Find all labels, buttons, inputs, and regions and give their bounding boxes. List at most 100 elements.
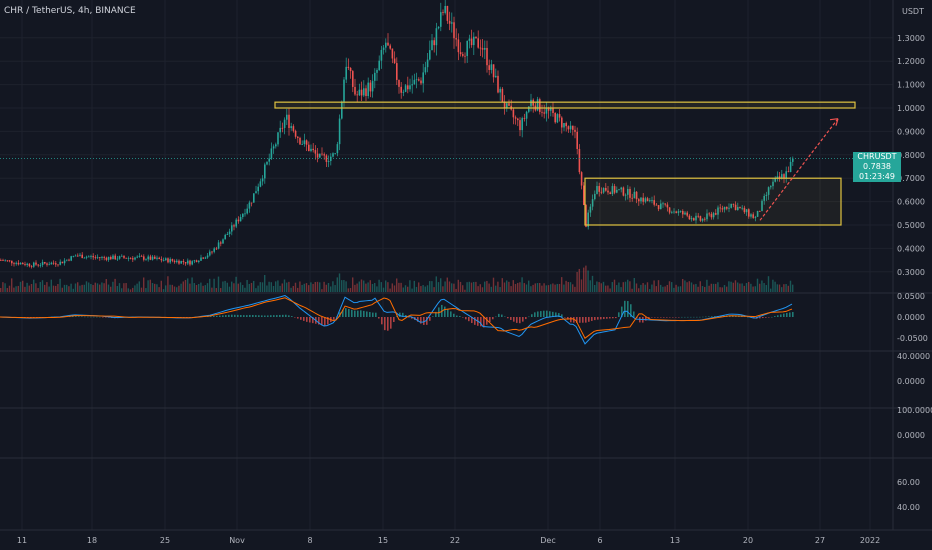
zone-boxes — [0, 101, 893, 226]
candle-body — [732, 203, 735, 205]
volume-bar — [336, 277, 338, 292]
macd-histogram-bar — [588, 317, 590, 322]
volume-bar — [743, 285, 745, 292]
symbol-title: CHR / TetherUS, 4h, BINANCE — [4, 6, 136, 16]
macd-histogram-bar — [90, 316, 92, 318]
volume-bar — [426, 285, 429, 292]
macd-histogram-bar — [408, 317, 410, 318]
volume-bar — [699, 281, 701, 292]
volume-bar — [171, 284, 173, 292]
volume-bar — [103, 283, 105, 292]
volume-bar — [215, 288, 217, 292]
candle-body — [393, 58, 396, 64]
volume-bar — [530, 286, 532, 292]
candle-body — [184, 262, 187, 264]
volume-bar — [92, 285, 94, 292]
volume-bar — [270, 282, 272, 292]
candle-body — [633, 191, 636, 199]
currency-label: USDT — [902, 7, 924, 16]
candle-body — [688, 215, 691, 220]
macd-histogram-bar — [789, 312, 791, 317]
macd-histogram-bar — [480, 317, 482, 327]
volume-bar — [627, 279, 629, 292]
volume-bar — [737, 282, 739, 292]
macd-histogram-bar — [759, 317, 761, 319]
candle-body — [149, 256, 152, 260]
macd-histogram-bar — [84, 316, 86, 318]
volume-bar — [147, 280, 149, 292]
candle-body — [28, 263, 31, 267]
macd-histogram-bar — [333, 317, 335, 320]
volume-bar — [638, 288, 640, 292]
candle-body — [136, 256, 138, 258]
macd-histogram-bar — [87, 316, 89, 318]
volume-bar — [499, 287, 501, 292]
candle-body — [182, 261, 185, 263]
candle-body — [371, 80, 374, 92]
candle-body — [781, 174, 783, 179]
volume-bar — [268, 281, 270, 292]
candle-body — [112, 255, 114, 260]
macd-histogram-bar — [660, 317, 662, 318]
candle-body — [792, 158, 794, 162]
volume-bar — [789, 280, 792, 292]
volume-bar — [492, 277, 495, 292]
macd-histogram-bar — [549, 311, 551, 317]
candle-body — [407, 85, 409, 90]
macd-histogram-bar — [501, 314, 503, 317]
volume-bar — [719, 287, 721, 292]
macd-histogram-bar — [225, 315, 227, 317]
volume-bar — [741, 283, 743, 292]
volume-bar — [96, 283, 99, 292]
volume-bar — [763, 283, 765, 292]
candle-body — [92, 256, 94, 258]
volume-bar — [704, 286, 706, 292]
volume-bar — [431, 281, 433, 292]
candle-body — [409, 85, 411, 90]
candle-body — [420, 80, 422, 84]
volume-bar — [136, 283, 138, 292]
volume-bar — [424, 286, 426, 292]
macd-histogram-bar — [696, 316, 698, 318]
candle-body — [385, 42, 387, 48]
volume-bar — [723, 285, 726, 292]
candle-body — [580, 172, 583, 186]
volume-bar — [730, 281, 732, 292]
rsi-tick-label: 40.0000 — [897, 352, 930, 361]
macd-histogram-bar — [747, 316, 749, 318]
macd-histogram-bar — [75, 316, 77, 317]
candle-body — [723, 206, 726, 210]
volume-bar — [477, 286, 479, 292]
candle-body — [761, 200, 763, 212]
price-tick-label: 0.3000 — [897, 268, 925, 277]
volume-bar — [734, 280, 737, 292]
volume-bar — [24, 286, 26, 292]
candle-body — [789, 161, 792, 173]
candle-body — [187, 260, 189, 264]
volume-bar — [750, 283, 752, 292]
volume-bar — [369, 280, 371, 292]
volume-bar — [200, 282, 202, 292]
volume-bar — [312, 283, 314, 292]
candle-body — [235, 219, 237, 227]
candle-body — [129, 257, 132, 259]
candle-body — [237, 219, 240, 222]
macd-histogram-bar — [417, 317, 419, 322]
pane4-tick-label: 40.00 — [897, 503, 920, 512]
volume-bar — [349, 288, 352, 292]
volume-bar — [195, 284, 198, 292]
volume-bar — [613, 279, 616, 292]
macd-histogram-bar — [99, 316, 101, 318]
volume-bar — [347, 288, 349, 292]
candle-body — [554, 112, 556, 123]
macd-histogram-bar — [423, 317, 425, 325]
volume-bar — [264, 275, 266, 292]
volume-bar — [609, 288, 611, 292]
candle-body — [750, 214, 752, 217]
candle-body — [169, 259, 171, 263]
volume-bar — [519, 282, 521, 292]
volume-bar — [352, 277, 354, 292]
macd-tick-label: -0.0500 — [897, 334, 928, 343]
macd-histogram-bar — [663, 317, 665, 318]
